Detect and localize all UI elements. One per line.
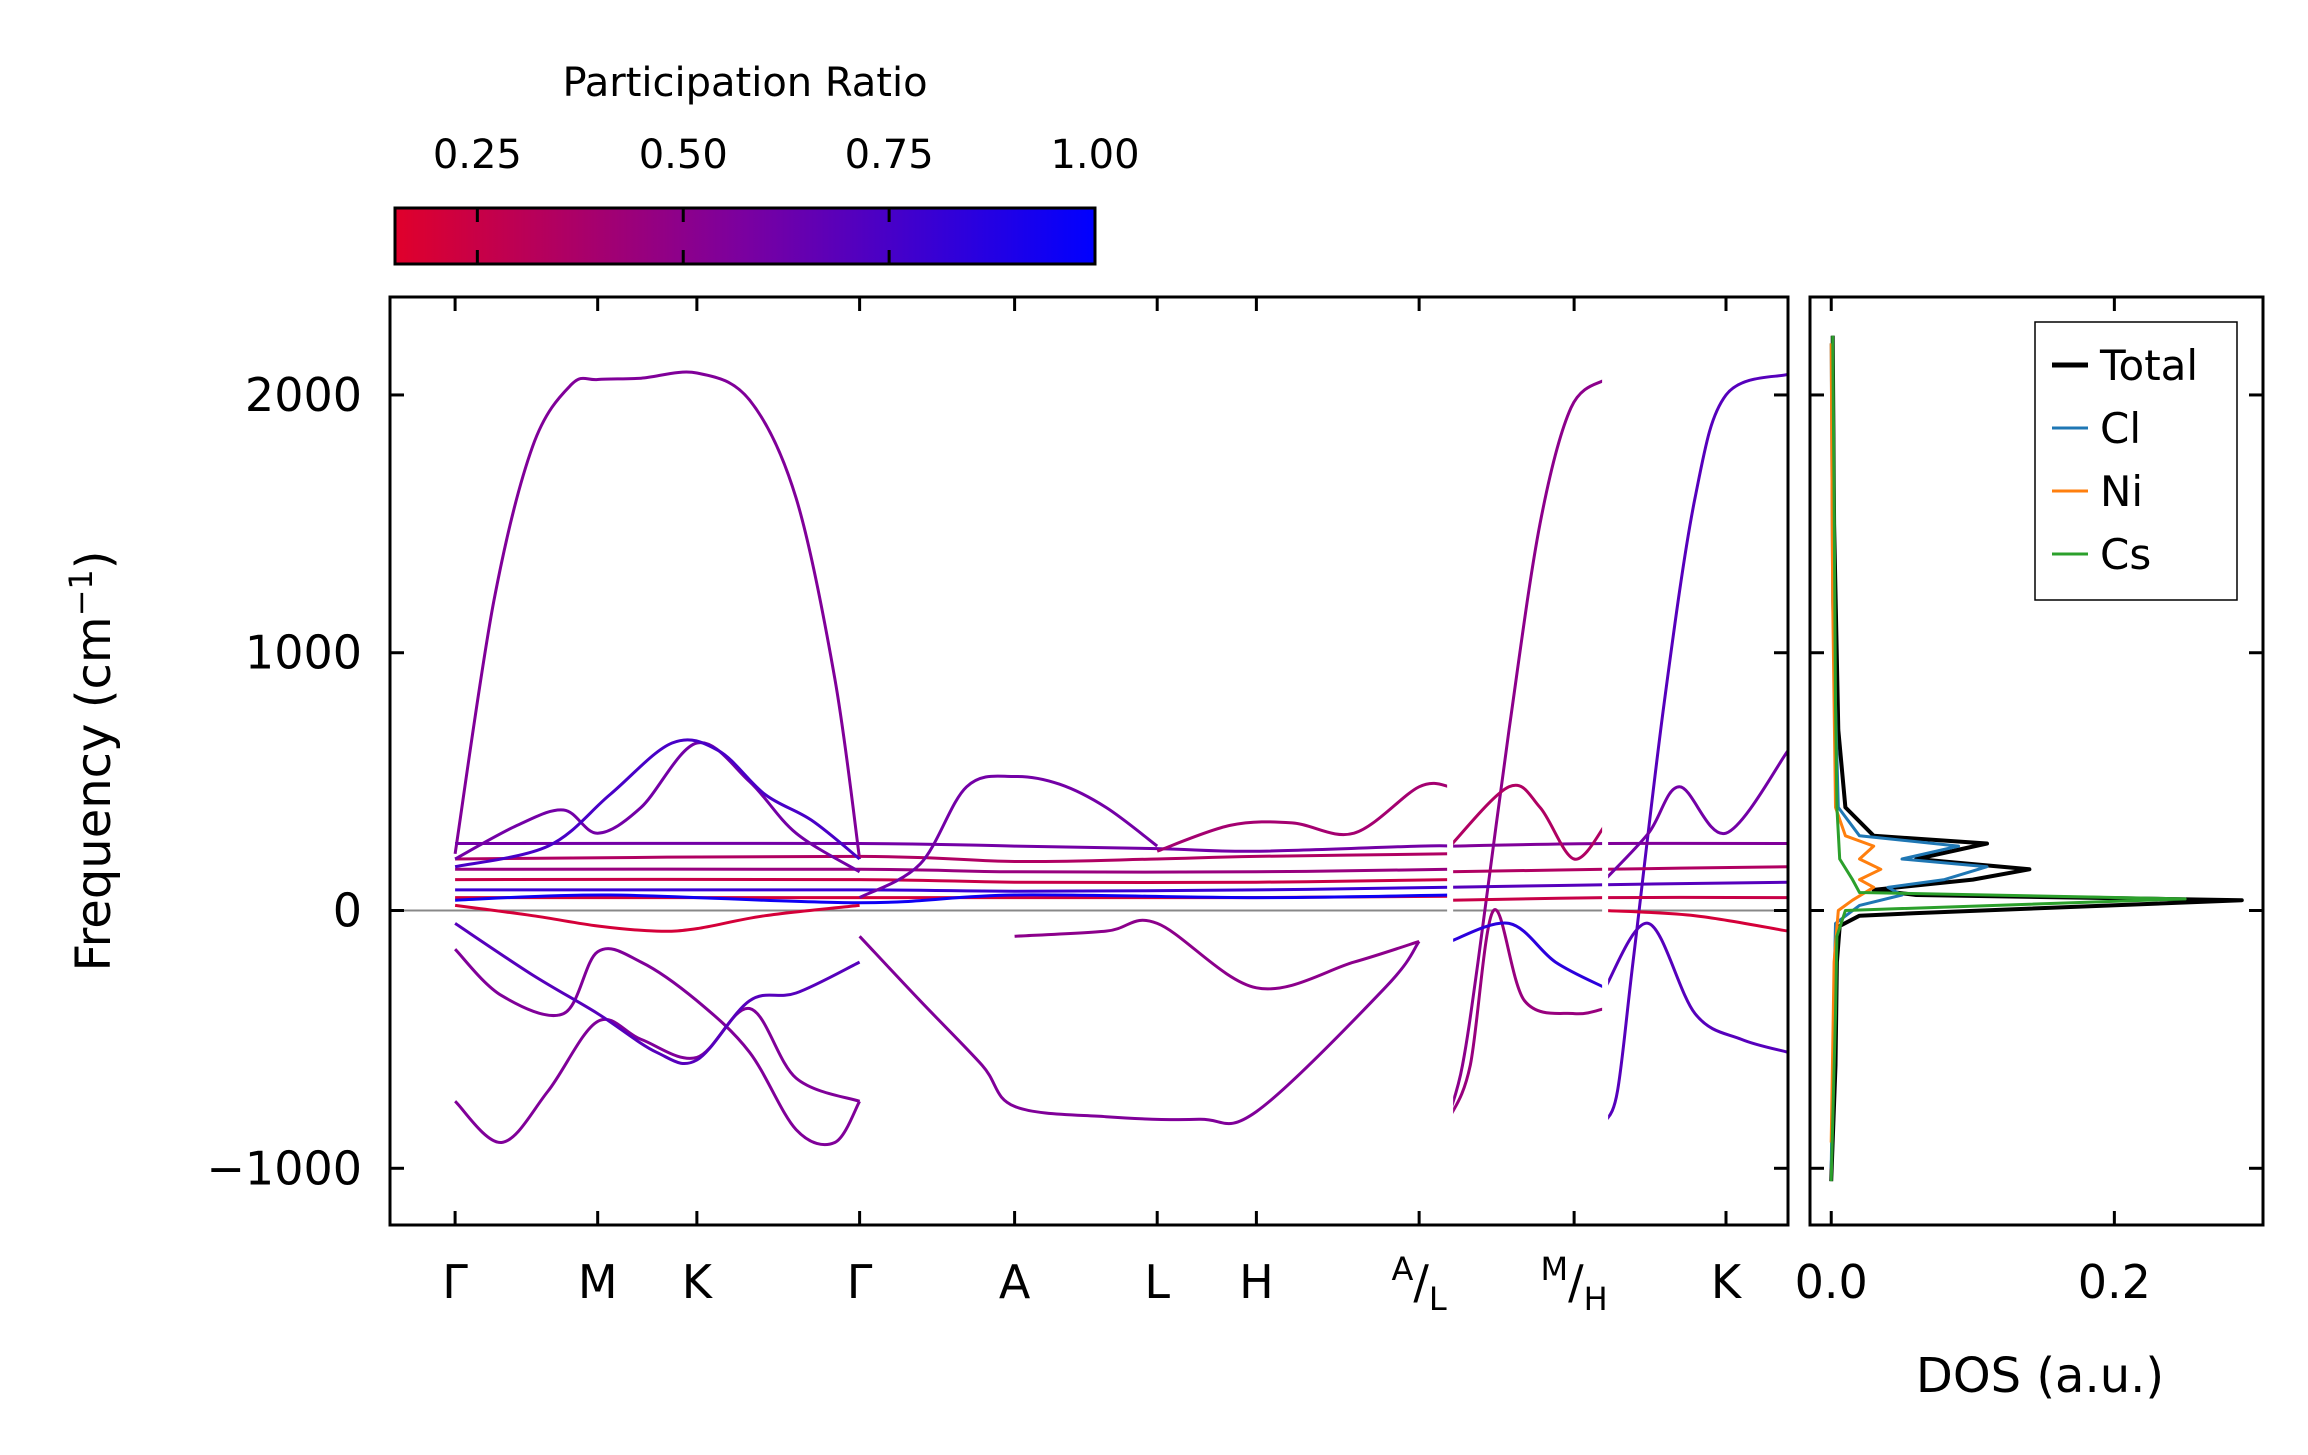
kpoint-label-slash: / [1568,1255,1584,1309]
segment-breaks [1447,299,1609,1223]
band-bump-3 [858,774,1159,899]
dos-x-tick-label: 0.0 [1795,1255,1868,1309]
dos-x-tick-label: 0.2 [2078,1255,2151,1309]
band-flat-9 [1450,865,1788,874]
kpoint-label: K [1711,1255,1743,1309]
band-y-tick-label: 0 [333,884,362,938]
band-neg-3 [454,922,861,1066]
band-flat-11 [1450,895,1788,902]
band-bump-1 [454,741,861,874]
colorbar-tick-label: 1.00 [1050,132,1139,178]
dos-axes-frame [1808,295,2265,1227]
kpoint-label: L [1144,1255,1170,1309]
band-y-label: Frequency (cm−1) [62,550,122,971]
band-bump-2 [454,738,861,869]
band-neg-5 [858,935,1421,1126]
band-lines [453,370,1788,1147]
colorbar-tick-label: 0.50 [639,132,728,178]
band-x-ticks: Γ M K Γ A L H A/LM/H K [442,297,1743,1318]
band-flat-8 [1450,841,1788,848]
band-flat-1 [455,841,1451,853]
band-y-label-sup: −1 [62,569,100,616]
colorbar-ticks: 0.25 0.50 0.75 1.00 [433,132,1140,264]
kpoint-label-sub: L [1429,1280,1447,1318]
dos-lines [1829,335,2244,1182]
kpoint-label: M [578,1255,618,1309]
band-y-label-close: ) [66,550,122,569]
band-flat-5 [455,885,1451,893]
legend-label: Total [2099,341,2198,390]
band-bump-4 [1156,781,1451,853]
band-flat-10 [1450,880,1788,889]
band-flat-4 [455,877,1451,884]
band-bump-5 [1449,783,1607,861]
band-upper-3 [1603,372,1788,1123]
dos-x-label: DOS (a.u.) [1916,1348,2164,1404]
kpoint-label: H [1239,1255,1274,1309]
band-neg-9 [1603,921,1788,1054]
legend-label: Ni [2100,467,2143,516]
colorbar-gradient [393,206,1097,266]
band-neg-10 [1605,909,1788,933]
band-neg-6 [1014,918,1420,991]
kpoint-label-sup: A [1392,1250,1414,1288]
kpoint-label-sub: H [1584,1280,1608,1318]
band-flat-2 [455,852,1451,864]
dos-legend: Total Cl Ni Cs [2034,321,2238,601]
band-neg-1 [454,1006,861,1144]
kpoint-label: A/L [1392,1250,1447,1318]
band-neg-8 [1449,921,1606,990]
band-y-tick-label: 1000 [245,626,362,680]
band-neg-2 [454,947,861,1147]
band-upper-2 [1448,378,1607,1113]
band-upper-1 [453,370,862,860]
colorbar: Participation Ratio 0.25 0.50 0.75 1.00 [393,60,1140,266]
colorbar-tick-label: 0.25 [433,132,522,178]
colorbar-tick-label: 0.75 [845,132,934,178]
dos-line-cl [1829,343,1989,1169]
band-neg-7 [1448,908,1606,1118]
dos-panel: 0.0 0.2 DOS (a.u.) Total Cl Ni Cs [1795,295,2265,1404]
kpoint-label: A [999,1255,1031,1309]
segment-break [1447,299,1454,1223]
band-neg-4 [454,903,860,933]
kpoint-label-slash: / [1413,1255,1429,1309]
band-flat-3 [455,867,1451,874]
band-y-ticks: −1000 0 1000 2000 [206,368,1788,1195]
kpoint-label: K [682,1255,714,1309]
colorbar-title: Participation Ratio [562,60,927,106]
band-axes-frame [388,295,1790,1227]
band-flat-7 [455,893,1451,905]
legend-label: Cl [2100,404,2141,453]
band-y-tick-label: 2000 [245,368,362,422]
dos-line-cs [1829,335,2187,1182]
kpoint-label-sup: M [1541,1250,1569,1288]
kpoint-label: Γ [442,1255,468,1309]
segment-break [1602,299,1609,1223]
legend-items: Total Cl Ni Cs [2052,341,2198,579]
band-bump-6 [1603,749,1788,881]
legend-label: Cs [2100,530,2151,579]
kpoint-label: M/H [1541,1250,1608,1318]
kpoint-label: Γ [847,1255,873,1309]
band-y-tick-label: −1000 [206,1141,362,1195]
dos-ticks: 0.0 0.2 [1795,297,2263,1309]
